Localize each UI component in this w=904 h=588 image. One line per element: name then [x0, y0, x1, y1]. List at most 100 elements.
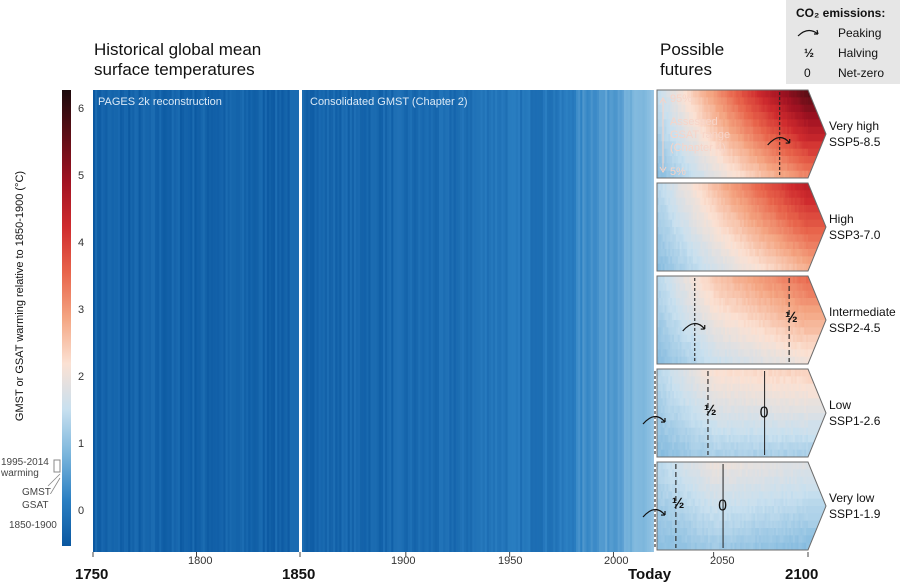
future-cell — [683, 290, 686, 299]
future-cell — [670, 427, 673, 436]
future-cell — [787, 320, 790, 328]
future-cell — [783, 334, 786, 343]
future-cell — [721, 183, 724, 191]
future-cell — [728, 263, 732, 271]
future-cell — [762, 119, 765, 128]
future-cell — [666, 227, 669, 235]
future-cell — [751, 227, 754, 235]
future-cell — [719, 112, 722, 120]
future-cell — [681, 112, 684, 120]
future-cell — [704, 491, 707, 500]
future-cell — [796, 134, 799, 142]
future-cell — [679, 205, 682, 213]
future-cell — [673, 542, 677, 550]
future-cell — [757, 528, 760, 536]
future-cell — [755, 212, 758, 221]
future-cell — [713, 506, 716, 514]
stripe — [395, 90, 398, 552]
future-cell — [706, 484, 709, 492]
future-cell — [775, 528, 779, 536]
future-cell — [689, 484, 692, 492]
future-cell — [692, 398, 696, 407]
future-cell — [658, 498, 662, 507]
future-cell — [785, 442, 788, 451]
future-cell — [724, 205, 728, 213]
future-cell — [787, 383, 790, 392]
future-cell — [766, 190, 769, 199]
future-cell — [657, 542, 660, 550]
future-cell — [723, 234, 726, 243]
future-cell — [751, 312, 754, 321]
future-cell — [664, 369, 667, 377]
future-cell — [660, 405, 664, 414]
future-cell — [741, 141, 745, 150]
future-cell — [768, 190, 771, 199]
future-cell — [681, 334, 684, 343]
future-cell — [785, 356, 788, 364]
future-cell — [734, 520, 737, 529]
future-cell — [802, 234, 805, 243]
stripe — [605, 90, 608, 552]
future-cell — [755, 535, 758, 544]
future-cell — [679, 427, 682, 436]
future-cell — [760, 498, 764, 507]
future-cell — [662, 276, 665, 284]
future-cell — [692, 104, 696, 113]
future-cell — [785, 97, 788, 106]
future-cell — [721, 376, 724, 385]
future-cell — [740, 163, 743, 172]
future-cell — [785, 427, 788, 436]
future-cell — [706, 349, 709, 358]
future-cell — [751, 356, 754, 364]
future-cell — [791, 112, 794, 120]
future-cell — [728, 334, 732, 343]
future-cell — [662, 334, 665, 343]
future-cell — [749, 104, 752, 113]
future-cell — [673, 528, 677, 536]
stripe — [130, 90, 133, 552]
future-cell — [781, 342, 784, 350]
future-cell — [689, 197, 692, 206]
future-cell — [796, 427, 799, 436]
future-cell — [785, 413, 788, 421]
future-cell — [719, 520, 722, 529]
future-cell — [675, 212, 679, 221]
future-cell — [724, 156, 728, 164]
future-cell — [670, 342, 673, 350]
future-cell — [791, 356, 794, 364]
future-cell — [781, 283, 784, 292]
future-cell — [685, 383, 688, 392]
stripe — [140, 90, 144, 552]
future-cell — [764, 334, 767, 343]
future-cell — [685, 320, 688, 328]
future-cell — [794, 276, 798, 284]
future-cell — [698, 126, 701, 135]
future-cell — [777, 376, 781, 385]
future-cell — [766, 234, 769, 243]
future-cell — [700, 491, 703, 500]
future-cell — [768, 249, 771, 257]
future-cell — [672, 383, 675, 392]
future-cell — [796, 90, 799, 98]
future-cell — [772, 369, 775, 377]
future-cell — [711, 126, 715, 135]
future-cell — [717, 126, 720, 135]
future-cell — [689, 320, 692, 328]
future-cell — [734, 542, 737, 550]
future-cell — [713, 320, 716, 328]
future-cell — [768, 420, 771, 429]
future-cell — [683, 212, 686, 221]
future-cell — [806, 134, 809, 142]
future-cell — [677, 476, 681, 485]
future-cell — [726, 190, 730, 199]
future-cell — [689, 312, 692, 321]
future-cell — [713, 413, 716, 421]
future-cell — [774, 462, 777, 470]
future-cell — [798, 391, 801, 399]
future-cell — [743, 449, 747, 457]
future-cell — [757, 383, 760, 392]
future-cell — [758, 126, 762, 135]
future-cell — [732, 383, 735, 392]
future-cell — [681, 427, 684, 436]
future-cell — [698, 148, 701, 157]
